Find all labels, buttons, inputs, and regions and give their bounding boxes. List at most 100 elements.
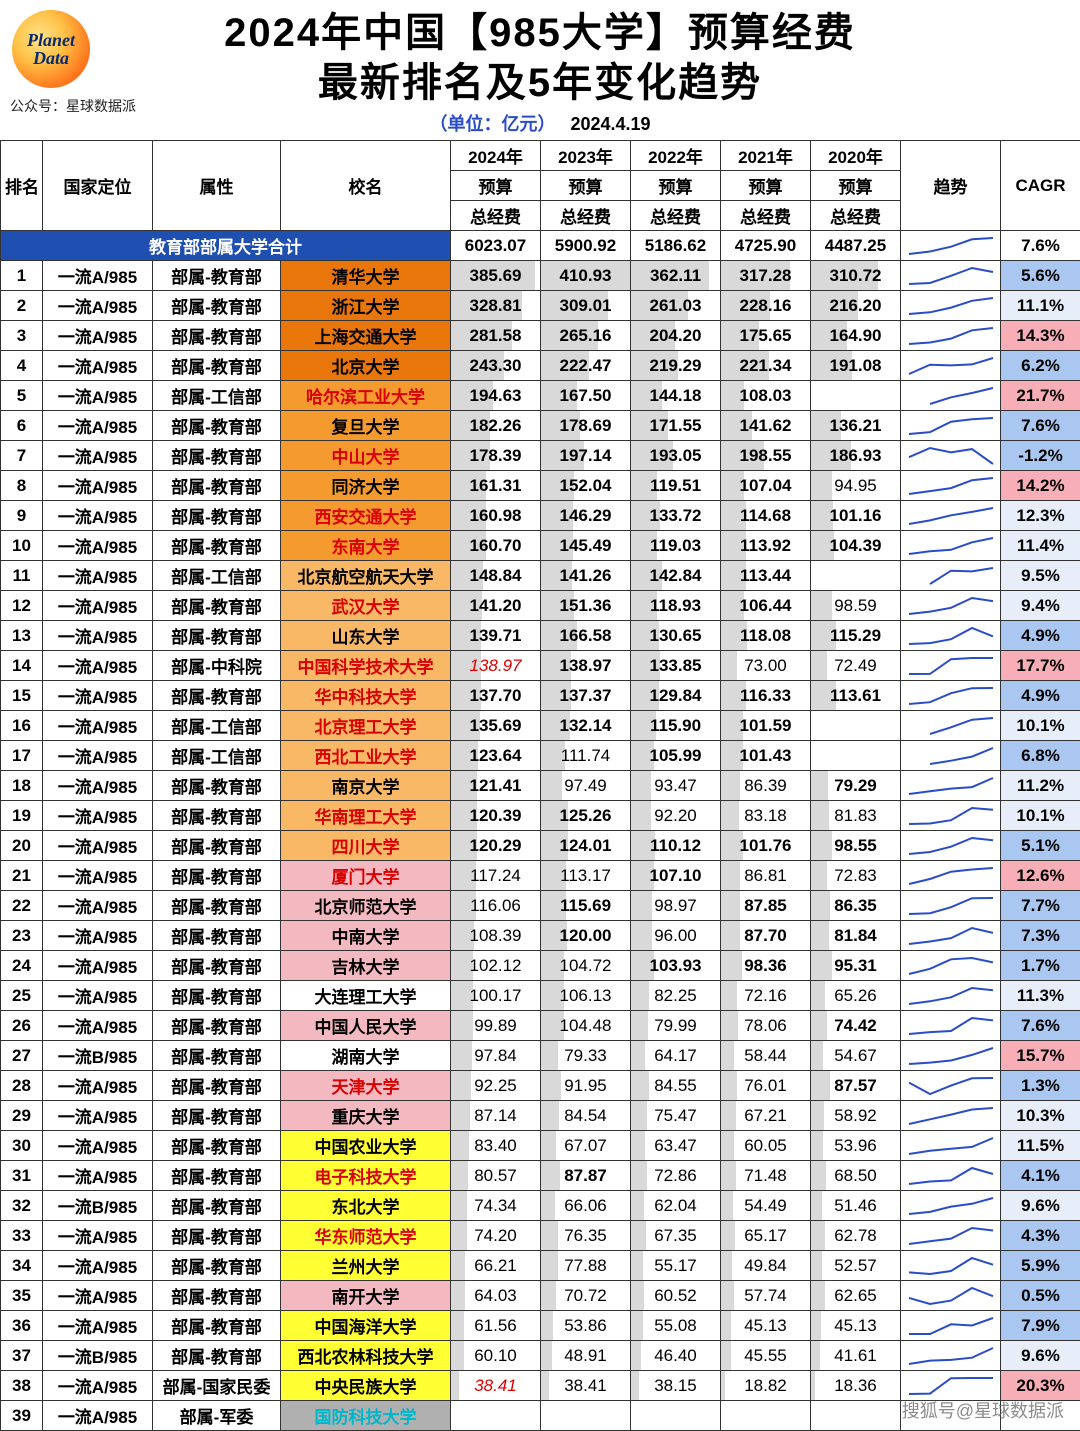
cell-cagr: 9.5%	[1001, 561, 1080, 591]
cell-y2022: 119.51	[631, 471, 721, 501]
cell-position: 一流B/985	[43, 1041, 153, 1071]
cell-y2021: 317.28	[721, 261, 811, 291]
table-row: 8一流A/985部属-教育部同济大学161.31152.04119.51107.…	[1, 471, 1080, 501]
total-y2022: 5186.62	[631, 231, 721, 261]
cell-rank: 3	[1, 321, 43, 351]
cell-rank: 12	[1, 591, 43, 621]
cell-position: 一流A/985	[43, 921, 153, 951]
cell-rank: 19	[1, 801, 43, 831]
cell-name: 中央民族大学	[281, 1371, 451, 1401]
cell-y2024: 281.58	[451, 321, 541, 351]
cell-y2021: 108.03	[721, 381, 811, 411]
cell-attr: 部属-教育部	[153, 1131, 281, 1161]
total-label: 教育部部属大学合计	[1, 231, 451, 261]
cell-y2020	[811, 741, 901, 771]
cell-y2024: 123.64	[451, 741, 541, 771]
cell-y2023: 167.50	[541, 381, 631, 411]
cell-y2020	[811, 1401, 901, 1431]
cell-name: 重庆大学	[281, 1101, 451, 1131]
cell-y2022: 84.55	[631, 1071, 721, 1101]
cell-trend	[901, 1161, 1001, 1191]
cell-attr: 部属-教育部	[153, 501, 281, 531]
cell-position: 一流A/985	[43, 351, 153, 381]
cell-attr: 部属-国家民委	[153, 1371, 281, 1401]
cell-y2021: 113.92	[721, 531, 811, 561]
cell-position: 一流A/985	[43, 1101, 153, 1131]
cell-y2023: 104.72	[541, 951, 631, 981]
cell-y2024: 148.84	[451, 561, 541, 591]
cell-position: 一流A/985	[43, 591, 153, 621]
cell-y2024: 328.81	[451, 291, 541, 321]
cell-y2024: 99.89	[451, 1011, 541, 1041]
cell-cagr: 20.3%	[1001, 1371, 1080, 1401]
cell-name: 北京航空航天大学	[281, 561, 451, 591]
table-row: 31一流A/985部属-教育部电子科技大学80.5787.8772.8671.4…	[1, 1161, 1080, 1191]
cell-trend	[901, 471, 1001, 501]
cell-y2022: 133.72	[631, 501, 721, 531]
cell-attr: 部属-教育部	[153, 1251, 281, 1281]
cell-y2021: 71.48	[721, 1161, 811, 1191]
title-line-1: 2024年中国【985大学】预算经费	[10, 8, 1070, 58]
cell-cagr: 10.3%	[1001, 1101, 1080, 1131]
table-row: 17一流A/985部属-工信部西北工业大学123.64111.74105.991…	[1, 741, 1080, 771]
cell-trend	[901, 1251, 1001, 1281]
cell-y2021: 106.44	[721, 591, 811, 621]
cell-name: 东北大学	[281, 1191, 451, 1221]
cell-cagr: -1.2%	[1001, 441, 1080, 471]
cell-y2023: 178.69	[541, 411, 631, 441]
cell-position: 一流A/985	[43, 1311, 153, 1341]
cell-y2023: 145.49	[541, 531, 631, 561]
cell-name: 四川大学	[281, 831, 451, 861]
cell-y2020: 98.55	[811, 831, 901, 861]
cell-rank: 25	[1, 981, 43, 1011]
cell-y2022: 110.12	[631, 831, 721, 861]
cell-y2022: 62.04	[631, 1191, 721, 1221]
cell-y2023: 48.91	[541, 1341, 631, 1371]
cell-y2023: 106.13	[541, 981, 631, 1011]
cell-attr: 部属-教育部	[153, 1191, 281, 1221]
cell-name: 西安交通大学	[281, 501, 451, 531]
cell-rank: 14	[1, 651, 43, 681]
cell-position: 一流A/985	[43, 801, 153, 831]
public-account-label: 公众号：星球数据派	[10, 96, 136, 116]
cell-position: 一流B/985	[43, 1341, 153, 1371]
header: Planet Data 公众号：星球数据派 2024年中国【985大学】预算经费…	[0, 0, 1080, 136]
cell-attr: 部属-教育部	[153, 861, 281, 891]
cell-cagr: 6.8%	[1001, 741, 1080, 771]
table-row: 1一流A/985部属-教育部清华大学385.69410.93362.11317.…	[1, 261, 1080, 291]
cell-y2021: 113.44	[721, 561, 811, 591]
cell-y2022: 92.20	[631, 801, 721, 831]
cell-position: 一流A/985	[43, 291, 153, 321]
cell-position: 一流A/985	[43, 411, 153, 441]
table-row: 27一流B/985部属-教育部湖南大学97.8479.3364.1758.445…	[1, 1041, 1080, 1071]
cell-trend	[901, 561, 1001, 591]
cell-position: 一流A/985	[43, 831, 153, 861]
cell-name: 中国科学技术大学	[281, 651, 451, 681]
cell-cagr: 21.7%	[1001, 381, 1080, 411]
logo-text-top: Planet	[27, 31, 75, 49]
cell-y2024: 160.70	[451, 531, 541, 561]
cell-cagr: 12.3%	[1001, 501, 1080, 531]
cell-attr: 部属-教育部	[153, 1011, 281, 1041]
cell-y2021: 101.59	[721, 711, 811, 741]
cell-name: 哈尔滨工业大学	[281, 381, 451, 411]
cell-trend	[901, 1011, 1001, 1041]
cell-rank: 34	[1, 1251, 43, 1281]
cell-y2023: 197.14	[541, 441, 631, 471]
cell-name: 厦门大学	[281, 861, 451, 891]
cell-y2024: 385.69	[451, 261, 541, 291]
cell-attr: 部属-军委	[153, 1401, 281, 1431]
cell-y2020: 101.16	[811, 501, 901, 531]
cell-y2020: 86.35	[811, 891, 901, 921]
table-row: 11一流A/985部属-工信部北京航空航天大学148.84141.26142.8…	[1, 561, 1080, 591]
cell-name: 吉林大学	[281, 951, 451, 981]
cell-y2020: 164.90	[811, 321, 901, 351]
cell-y2024: 141.20	[451, 591, 541, 621]
cell-trend	[901, 1311, 1001, 1341]
cell-y2020: 65.26	[811, 981, 901, 1011]
table-row: 28一流A/985部属-教育部天津大学92.2591.9584.5576.018…	[1, 1071, 1080, 1101]
col-2022-c: 总经费	[631, 201, 721, 231]
cell-attr: 部属-教育部	[153, 1071, 281, 1101]
cell-y2021: 67.21	[721, 1101, 811, 1131]
cell-y2023: 87.87	[541, 1161, 631, 1191]
